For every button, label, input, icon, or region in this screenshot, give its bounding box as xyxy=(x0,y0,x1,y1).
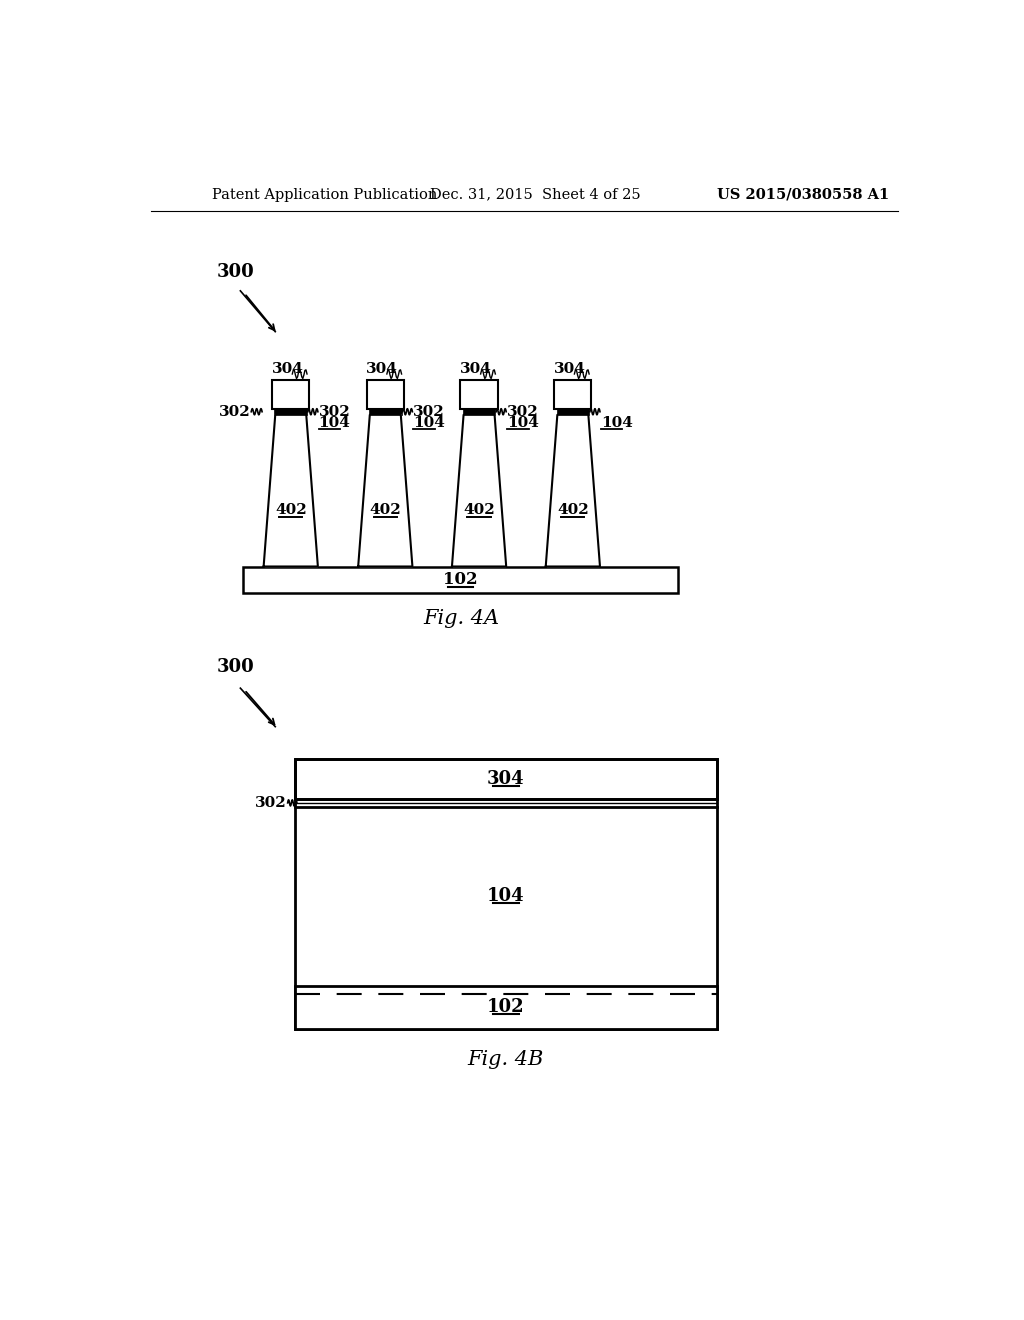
Text: 304: 304 xyxy=(554,363,586,376)
Polygon shape xyxy=(452,414,506,566)
Bar xyxy=(295,759,717,799)
Text: 402: 402 xyxy=(463,503,495,517)
Text: 302: 302 xyxy=(219,405,251,418)
Text: 302: 302 xyxy=(507,405,539,418)
Text: 104: 104 xyxy=(318,416,350,430)
Text: Patent Application Publication: Patent Application Publication xyxy=(212,187,437,202)
Polygon shape xyxy=(263,414,317,566)
Text: 104: 104 xyxy=(601,416,633,430)
Text: 402: 402 xyxy=(370,503,401,517)
Bar xyxy=(295,759,717,1028)
Text: 300: 300 xyxy=(217,264,255,281)
Text: 102: 102 xyxy=(487,998,524,1016)
Text: 102: 102 xyxy=(443,572,478,589)
Text: 304: 304 xyxy=(271,363,303,376)
Text: 402: 402 xyxy=(557,503,589,517)
Text: 104: 104 xyxy=(414,416,445,430)
Text: 304: 304 xyxy=(487,770,524,788)
Text: 302: 302 xyxy=(255,796,287,810)
Text: US 2015/0380558 A1: US 2015/0380558 A1 xyxy=(717,187,889,202)
Text: Fig. 4B: Fig. 4B xyxy=(468,1049,544,1069)
Bar xyxy=(557,409,589,414)
Text: Dec. 31, 2015  Sheet 4 of 25: Dec. 31, 2015 Sheet 4 of 25 xyxy=(430,187,641,202)
Bar xyxy=(272,380,309,409)
Bar xyxy=(463,409,496,414)
Bar xyxy=(461,380,498,409)
Text: 302: 302 xyxy=(318,405,350,418)
Text: 300: 300 xyxy=(217,657,255,676)
Bar xyxy=(274,409,307,414)
Bar xyxy=(295,986,717,1028)
Text: 304: 304 xyxy=(460,363,492,376)
Text: Fig. 4A: Fig. 4A xyxy=(423,610,500,628)
Bar xyxy=(243,566,678,594)
Bar xyxy=(367,380,403,409)
Text: 104: 104 xyxy=(487,887,524,906)
Text: 304: 304 xyxy=(367,363,398,376)
Polygon shape xyxy=(546,414,600,566)
Text: 104: 104 xyxy=(507,416,539,430)
Bar xyxy=(554,380,592,409)
Bar xyxy=(369,409,401,414)
Text: 302: 302 xyxy=(414,405,445,418)
Text: 402: 402 xyxy=(274,503,306,517)
Polygon shape xyxy=(358,414,413,566)
